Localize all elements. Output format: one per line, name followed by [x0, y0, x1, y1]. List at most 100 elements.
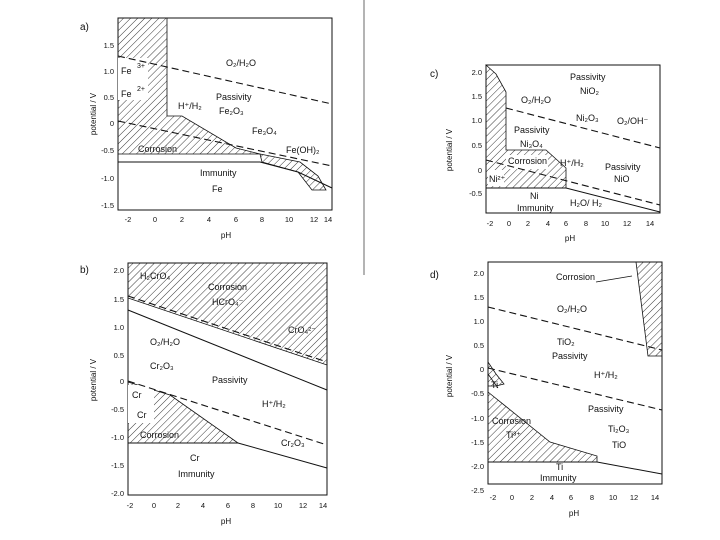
panel-c-ylabel: potential / V: [445, 128, 454, 171]
panel-d: d) 2.0 1.5 1.0 0.5 0 -0.5 -1.0 -1.5 -2.0…: [430, 261, 663, 518]
ytick: -2.5: [471, 486, 484, 495]
label-ti2o3: Ti₂O₃: [608, 424, 630, 434]
ytick: 1.0: [472, 116, 482, 125]
label-passivity: Passivity: [212, 375, 248, 385]
panel-d-xticks: -2 0 2 4 6 8 10 12 14: [490, 493, 660, 502]
panel-d-corrosion-leader: [595, 275, 633, 283]
ytick: 0.5: [114, 351, 124, 360]
panel-a: a) 1.5 1.0 0.5 0 -0.5 -1.0 -1.5 -2 0 2 4…: [80, 17, 333, 240]
label-fe3: Fe: [121, 66, 132, 76]
ytick: -1.0: [101, 174, 114, 183]
ytick: 1.5: [474, 293, 484, 302]
ytick: 0.5: [472, 141, 482, 150]
panel-d-letter: d): [430, 270, 439, 281]
panel-c-o2-line: [505, 107, 661, 149]
ytick: -0.5: [471, 389, 484, 398]
label-hh2: H⁺/H₂: [262, 399, 286, 409]
panel-d-corrosion-top-right: [635, 261, 663, 357]
xtick: 10: [601, 219, 609, 228]
label-corrosion-top: Corrosion: [208, 282, 247, 292]
label-o2oh: O₂/OH⁻: [617, 116, 648, 126]
ytick: 1.0: [114, 323, 124, 332]
xtick: 14: [651, 493, 659, 502]
label-fe3o4: Fe₃O₄: [252, 126, 277, 136]
label-passivity: Passivity: [216, 92, 252, 102]
panel-d-yticks: 2.0 1.5 1.0 0.5 0 -0.5 -1.0 -1.5 -2.0 -2…: [471, 269, 484, 495]
label-ti3: Ti³⁺: [506, 430, 521, 440]
label-passivity-right: Passivity: [605, 162, 641, 172]
panel-b-o2-line: [127, 295, 328, 363]
xtick: 6: [226, 501, 230, 510]
panel-b-ion-box: [128, 385, 154, 423]
label-ni2o3: Ni₂O₃: [576, 113, 599, 123]
label-passivity-mid: Passivity: [588, 404, 624, 414]
xtick: 8: [260, 215, 264, 224]
panel-a-ylabel: potential / V: [89, 92, 98, 135]
panel-b: b) 2.0 1.5 1.0 0.5 0 -0.5 -1.0 -1.5 -2.0…: [80, 262, 328, 526]
label-immunity: Immunity: [517, 203, 554, 213]
xtick: 4: [546, 219, 550, 228]
ytick: -0.5: [469, 189, 482, 198]
ytick: 0: [110, 119, 114, 128]
label-tio2: TiO₂: [557, 337, 575, 347]
panel-b-letter: b): [80, 265, 89, 276]
panel-a-letter: a): [80, 22, 89, 33]
xtick: 2: [180, 215, 184, 224]
ytick: 2.0: [474, 269, 484, 278]
label-ni2: Ni²⁺: [489, 174, 505, 184]
xtick: -2: [487, 219, 494, 228]
panel-a-xticks: -2 0 2 4 6 8 10 12 14: [125, 215, 333, 224]
label-o2h2o: O₂/H₂O: [521, 95, 551, 105]
label-cr: Cr: [190, 453, 200, 463]
label-ni: Ni: [530, 191, 539, 201]
xtick: 10: [285, 215, 293, 224]
ytick: -0.5: [111, 405, 124, 414]
label-nio2: NiO₂: [580, 86, 599, 96]
panel-c-letter: c): [430, 69, 438, 80]
label-fe: Fe: [212, 184, 223, 194]
panel-a-xlabel: pH: [221, 231, 231, 240]
xtick: 2: [176, 501, 180, 510]
label-corrosion: Corrosion: [508, 156, 547, 166]
label-h2oh2: H₂O/ H₂: [570, 198, 602, 208]
ytick: 1.5: [104, 41, 114, 50]
panel-b-xlabel: pH: [221, 517, 231, 526]
xtick: 14: [646, 219, 654, 228]
panel-b-immunity-line: [128, 442, 328, 469]
panel-c-xticks: -2 0 2 4 6 8 10 12 14: [487, 219, 655, 228]
xtick: 0: [510, 493, 514, 502]
label-immunity: Immunity: [178, 469, 215, 479]
xtick: 0: [152, 501, 156, 510]
xtick: 6: [564, 219, 568, 228]
label-fe2o3: Fe₂O₃: [219, 106, 244, 116]
label-corrosion-bottom: Corrosion: [140, 430, 179, 440]
panel-a-yticks: 1.5 1.0 0.5 0 -0.5 -1.0 -1.5: [101, 41, 114, 210]
label-ti: Ti: [556, 462, 563, 472]
label-nio: NiO: [614, 174, 630, 184]
label-cro4: CrO₄²⁻: [288, 325, 316, 335]
ytick: -1.0: [111, 433, 124, 442]
label-ti-small: Ti: [491, 380, 498, 390]
panel-c-label-box: [506, 155, 548, 169]
panel-a-o2-line: [117, 55, 333, 105]
ytick: -1.0: [471, 414, 484, 423]
label-o2h2o: O₂/H₂O: [226, 58, 256, 68]
xtick: 12: [630, 493, 638, 502]
label-corrosion-top: Corrosion: [556, 272, 595, 282]
xtick: 4: [201, 501, 205, 510]
label-feoh2: Fe(OH)₂: [286, 145, 320, 155]
xtick: 10: [274, 501, 282, 510]
panel-d-ylabel: potential / V: [445, 354, 454, 397]
label-cr2: Cr: [137, 410, 147, 420]
xtick: 8: [251, 501, 255, 510]
label-immunity: Immunity: [540, 473, 577, 483]
label-hcro4: HCrO₄⁻: [212, 297, 244, 307]
xtick: 6: [569, 493, 573, 502]
ytick: 0.5: [474, 341, 484, 350]
ytick: 0: [480, 365, 484, 374]
xtick: 4: [550, 493, 554, 502]
panel-c-yticks: 2.0 1.5 1.0 0.5 0 -0.5: [469, 68, 482, 198]
ytick: -1.5: [111, 461, 124, 470]
panel-d-corrosion-left: [487, 391, 598, 463]
ytick: 1.5: [114, 295, 124, 304]
